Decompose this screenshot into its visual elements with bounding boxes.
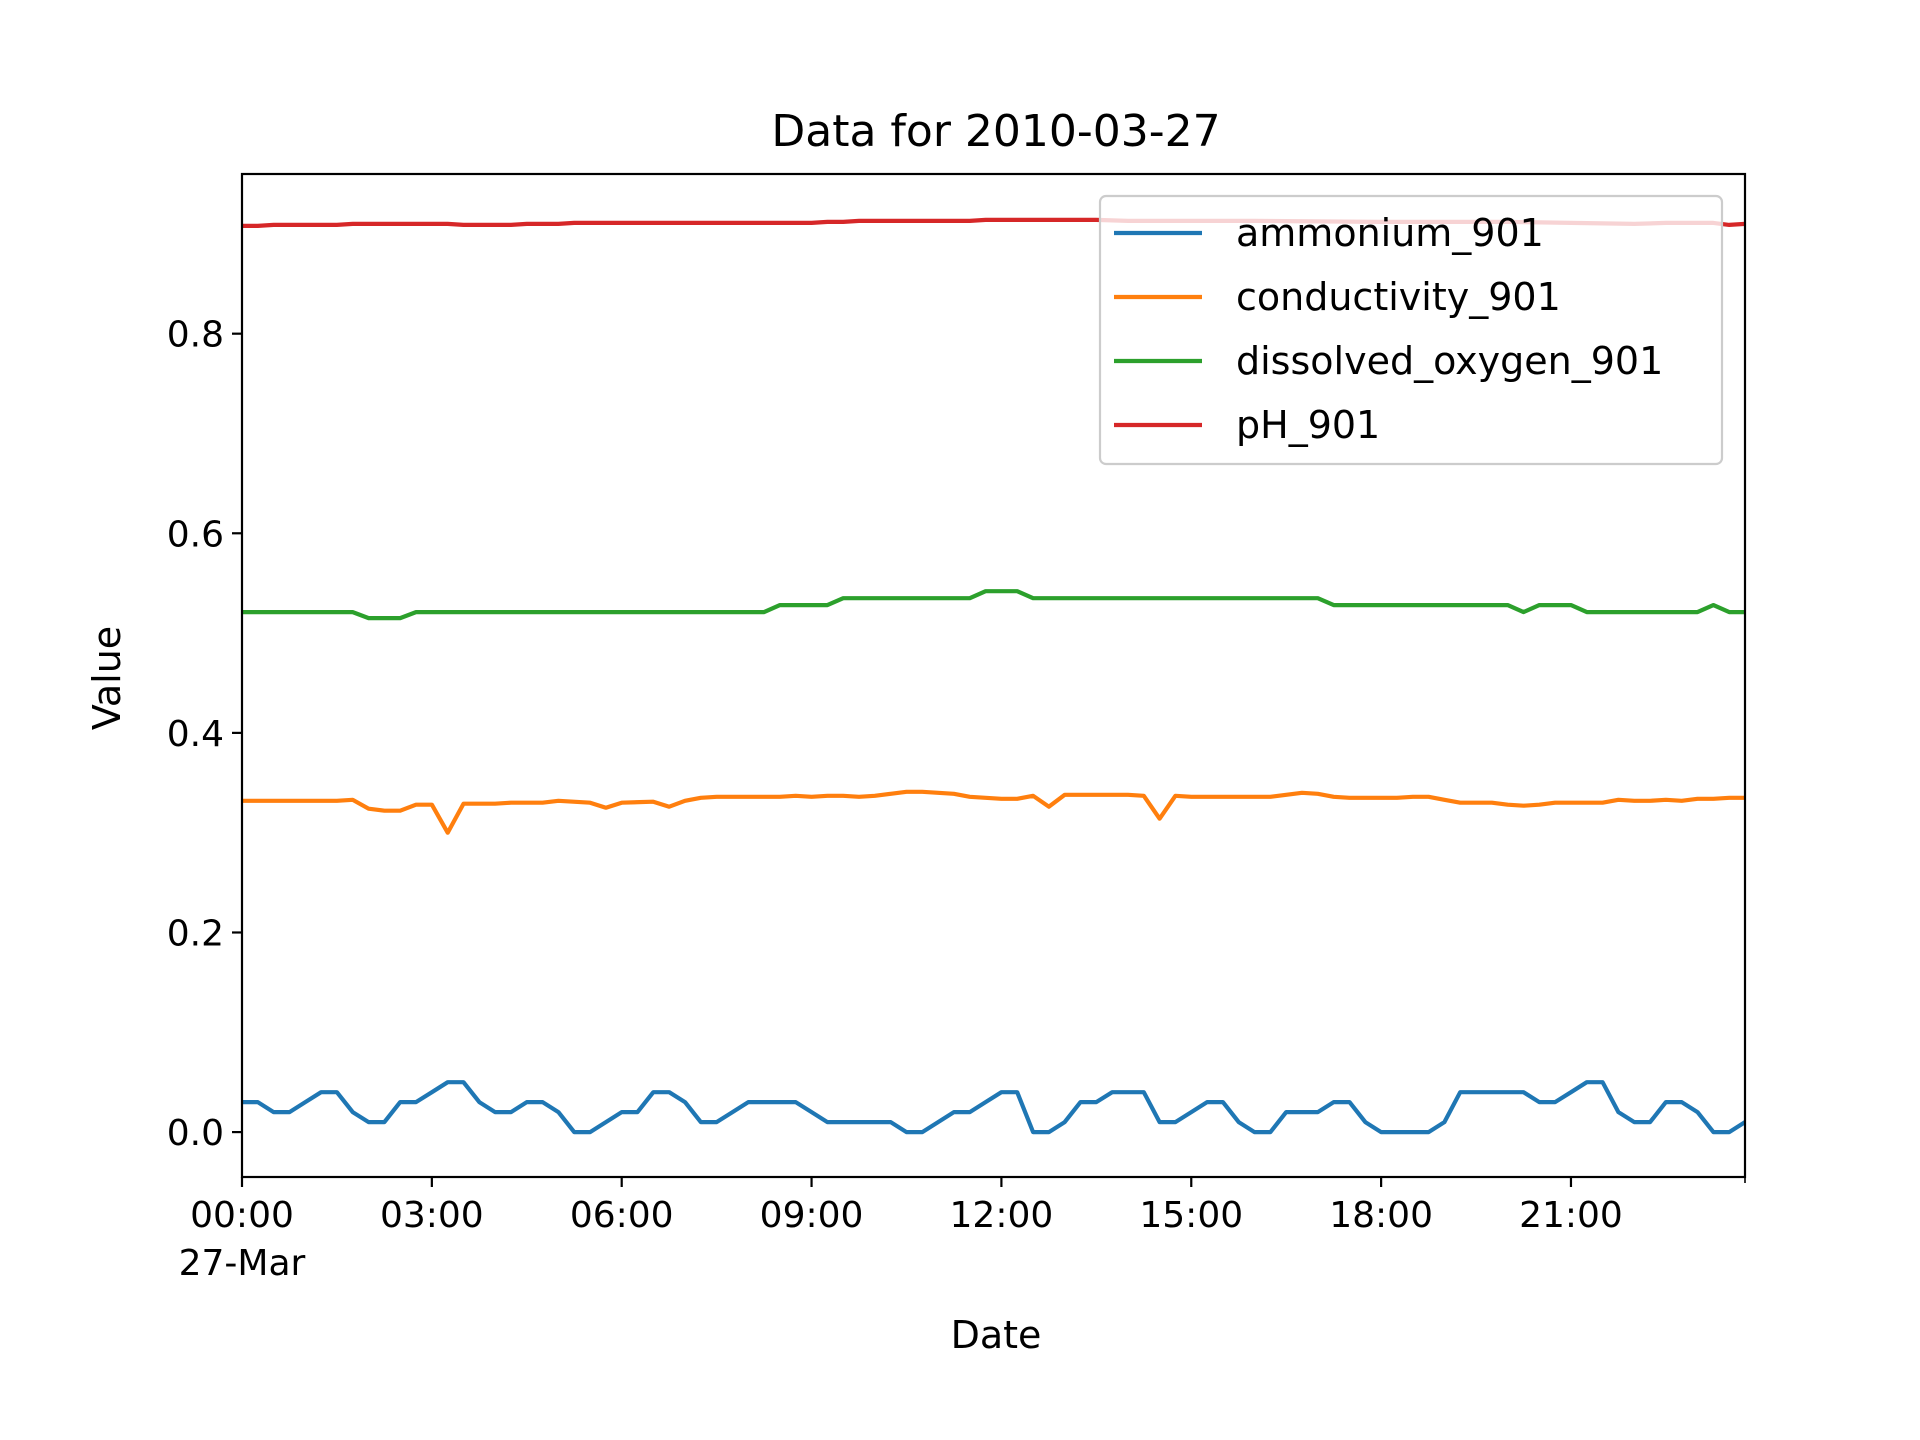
legend-box [1098, 194, 1724, 466]
legend-label: conductivity_901 [1236, 275, 1561, 319]
axes: 0.0 0.2 0.4 0.6 0.8 00:00 27-Mar 03:00 06:00 09:0… [167, 172, 1747, 1284]
y-tick-label: 0.4 [167, 714, 224, 755]
legend-label: pH_901 [1236, 403, 1380, 447]
x-tick-label: 15:00 [1139, 1195, 1243, 1236]
legend: ammonium_901 conductivity_901 dissolved_ox… [1098, 194, 1724, 466]
x-tick-sublabel: 27-Mar [179, 1243, 306, 1284]
x-tick-label: 21:00 [1519, 1195, 1623, 1236]
x-tick-label: 12:00 [950, 1195, 1054, 1236]
x-tick-label: 18:00 [1329, 1195, 1433, 1236]
y-axis-label: Value [85, 626, 129, 730]
legend-label: dissolved_oxygen_901 [1236, 339, 1663, 383]
x-tick-label: 06:00 [570, 1195, 674, 1236]
y-tick-label: 0.6 [167, 514, 224, 555]
y-tick-label: 0.2 [167, 913, 224, 954]
legend-label: ammonium_901 [1236, 211, 1544, 255]
x-tick-label: 00:00 [190, 1195, 294, 1236]
y-tick-label: 0.8 [167, 315, 224, 356]
series-line-dissolved_oxygen_901 [242, 589, 1745, 621]
y-tick-label: 0.0 [167, 1113, 224, 1154]
plot-area [242, 217, 1745, 1135]
series-line-conductivity_901 [242, 789, 1745, 835]
chart-title: Data for 2010-03-27 [771, 106, 1220, 157]
x-tick-label: 09:00 [760, 1195, 864, 1236]
axes-frame [240, 172, 1747, 1179]
series-line-ammonium_901 [242, 1080, 1745, 1135]
x-axis-label: Date [951, 1313, 1042, 1357]
x-tick-label: 03:00 [380, 1195, 484, 1236]
